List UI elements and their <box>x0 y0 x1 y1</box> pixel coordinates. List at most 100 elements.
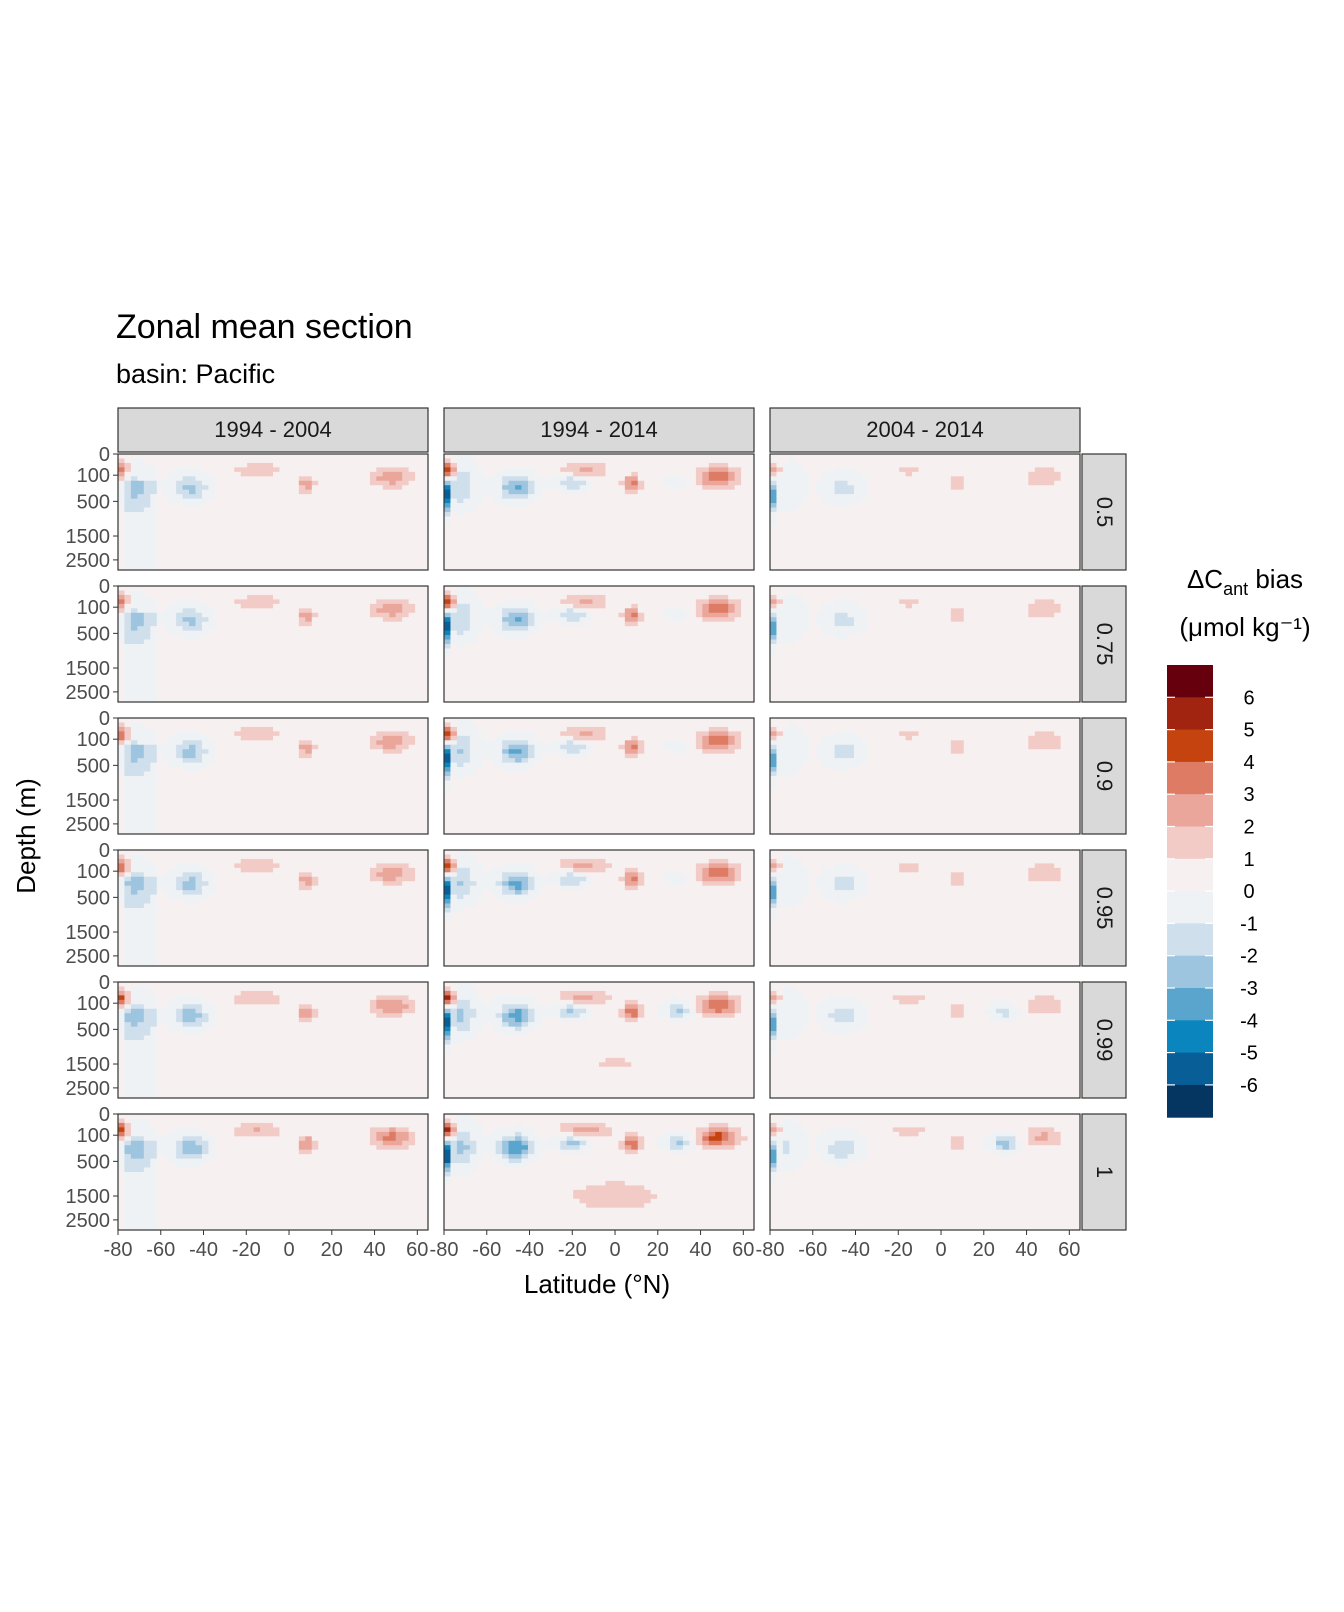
heat-cell <box>770 565 777 571</box>
heat-cell <box>834 556 842 562</box>
heat-cell <box>195 480 203 486</box>
heat-cell <box>802 476 810 482</box>
heat-cell <box>776 512 784 517</box>
heat-cell <box>415 565 422 571</box>
facet-panel <box>443 453 755 571</box>
heat-cell <box>970 520 978 526</box>
heat-cell <box>515 512 522 517</box>
heat-cell <box>644 467 652 473</box>
heat-cell <box>189 480 196 486</box>
heat-cell <box>828 507 835 513</box>
heat-cell <box>344 480 351 486</box>
heat-cell <box>324 503 332 508</box>
heat-cell <box>663 471 671 477</box>
heat-cell <box>611 462 619 468</box>
heat-cell <box>130 552 138 558</box>
heat-cell <box>221 547 229 553</box>
heat-cell <box>644 538 652 544</box>
heat-cell <box>828 556 835 562</box>
heat-cell <box>350 586 358 591</box>
heat-cell <box>553 485 561 491</box>
heat-cell <box>469 525 477 531</box>
heat-cell <box>324 608 332 614</box>
heat-cell <box>324 693 332 698</box>
heat-cell <box>389 599 397 605</box>
heat-cell <box>579 538 587 544</box>
heat-cell <box>137 454 145 459</box>
heat-cell <box>292 639 300 645</box>
heat-cell <box>592 494 600 500</box>
heat-cell <box>592 471 600 477</box>
heat-cell <box>586 503 593 508</box>
heat-cell <box>886 525 894 531</box>
heat-cell <box>547 516 555 522</box>
heat-cell <box>189 657 196 663</box>
heat-cell <box>163 565 171 571</box>
heat-cell <box>163 458 171 464</box>
heat-cell <box>150 661 158 667</box>
heat-cell <box>389 520 397 526</box>
heat-cell <box>873 516 881 522</box>
heat-cell <box>1067 494 1074 500</box>
heat-cell <box>344 529 351 535</box>
heat-cell <box>324 652 332 658</box>
heat-cell <box>547 467 555 473</box>
heat-cell <box>331 586 338 591</box>
heat-cell <box>1054 565 1062 571</box>
heat-cell <box>663 494 671 500</box>
heat-cell <box>402 644 410 649</box>
heat-cell <box>573 462 581 468</box>
heat-cell <box>247 525 255 531</box>
heat-cell <box>156 503 164 508</box>
heat-cell <box>150 525 158 531</box>
heat-cell <box>421 507 429 513</box>
heat-cell <box>834 507 842 513</box>
row-strip-label: 0.75 <box>1092 623 1117 666</box>
heat-cell <box>376 543 384 549</box>
heat-cell <box>721 467 729 473</box>
heat-cell <box>789 454 797 459</box>
heat-cell <box>156 594 164 600</box>
heat-cell <box>834 565 842 571</box>
heat-cell <box>644 471 652 477</box>
heat-cell <box>937 529 945 535</box>
heat-cell <box>1054 543 1062 549</box>
heat-cell <box>279 476 287 482</box>
heat-cell <box>918 494 926 500</box>
heat-cell <box>130 688 138 694</box>
heat-cell <box>795 462 803 468</box>
heat-cell <box>369 652 377 658</box>
heat-cell <box>292 480 300 486</box>
heat-cell <box>925 462 932 468</box>
heat-cell <box>631 556 639 562</box>
heat-cell <box>156 661 164 667</box>
heat-cell <box>240 608 248 614</box>
heat-cell <box>873 547 881 553</box>
heat-cell <box>305 617 313 623</box>
heat-cell <box>143 693 151 698</box>
heat-cell <box>1021 503 1029 508</box>
heat-cell <box>337 644 345 649</box>
heat-cell <box>118 552 125 558</box>
heat-cell <box>124 534 132 540</box>
heat-cell <box>573 507 581 513</box>
heat-cell <box>770 480 777 486</box>
heat-cell <box>657 538 664 544</box>
heat-cell <box>463 503 471 508</box>
heat-cell <box>689 565 697 571</box>
heat-cell <box>508 520 516 526</box>
heat-cell <box>841 498 848 504</box>
heat-cell <box>389 675 397 681</box>
heat-cell <box>521 480 529 486</box>
heat-cell <box>989 458 997 464</box>
heat-cell <box>1034 552 1042 558</box>
heat-cell <box>298 590 306 596</box>
heat-cell <box>234 594 242 600</box>
heat-cell <box>1015 556 1023 562</box>
heat-cell <box>1073 556 1081 562</box>
heat-cell <box>156 529 164 535</box>
column-strip-box <box>769 407 1081 453</box>
heat-cell <box>853 494 861 500</box>
heat-cell <box>350 666 358 672</box>
heat-cell <box>363 498 371 504</box>
